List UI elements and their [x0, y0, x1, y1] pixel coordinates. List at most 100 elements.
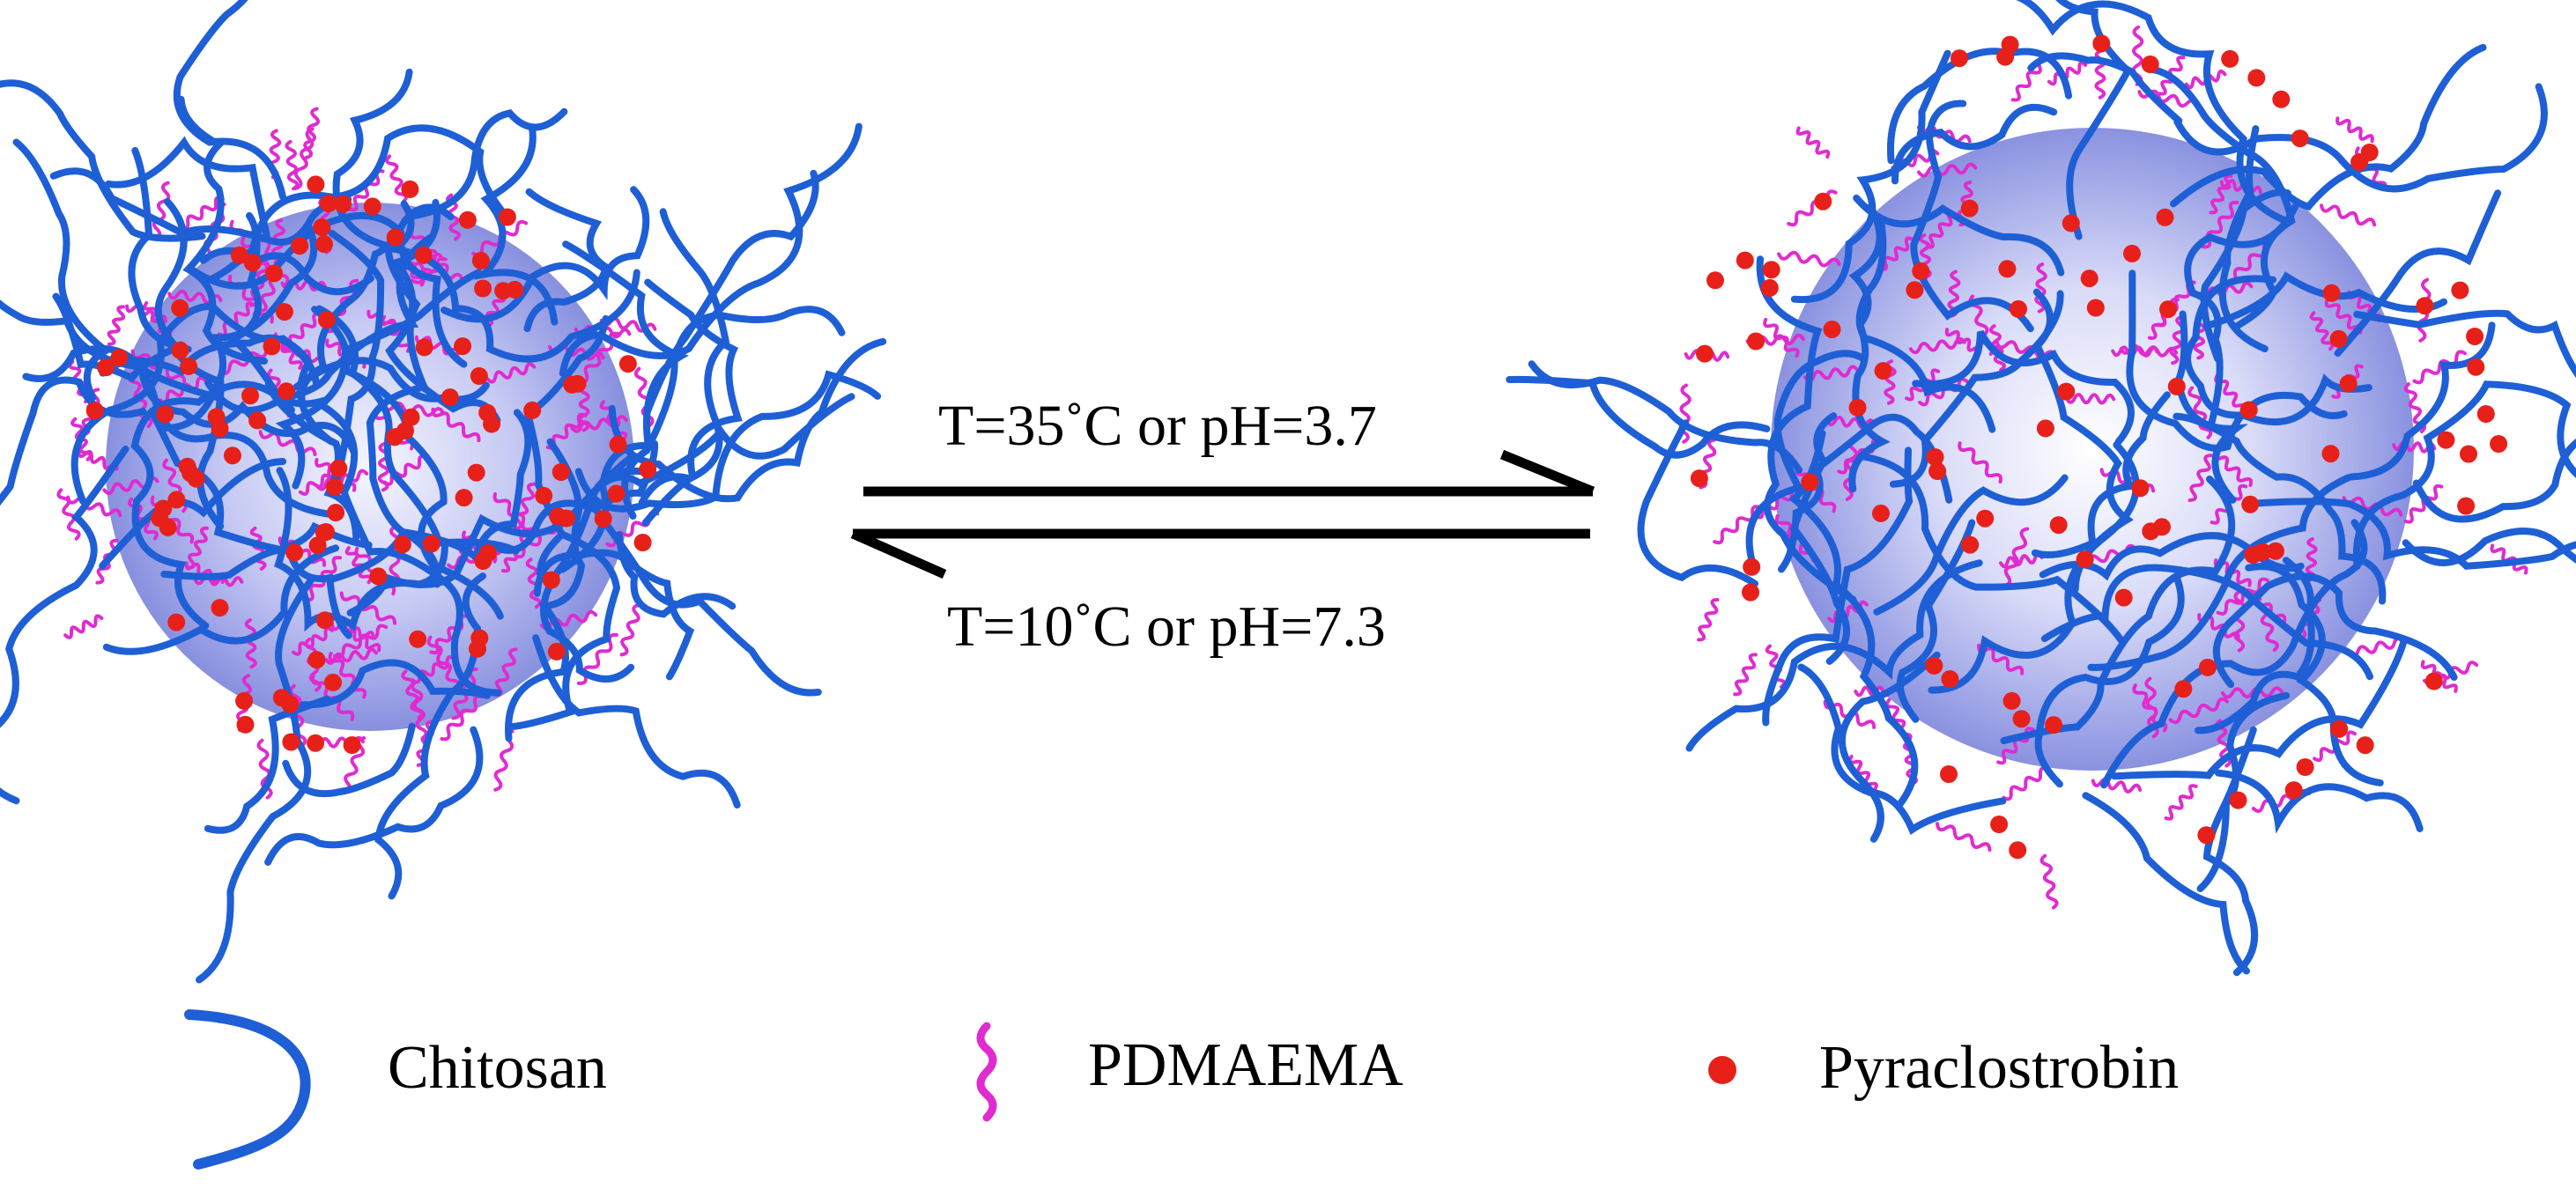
pyraclostrobin-dot [2174, 680, 2193, 698]
chitosan-chain [1912, 329, 2135, 446]
chitosan-chain [2352, 380, 2576, 570]
pyraclostrobin-dot [2123, 244, 2141, 262]
pyraclostrobin-dot [1762, 261, 1780, 279]
chitosan-chain [2215, 769, 2424, 834]
chitosan-chain [311, 306, 504, 620]
pdmaema-chain [2212, 450, 2254, 487]
pdmaema-chain [293, 127, 315, 190]
contracted-pyraclostrobin-dots [85, 175, 657, 754]
chitosan-chain [0, 79, 206, 242]
pdmaema-chain [315, 469, 369, 491]
pyraclostrobin-dot [224, 447, 241, 465]
pdmaema-chain [385, 154, 408, 203]
pyraclostrobin-dot [285, 543, 304, 562]
pyraclostrobin-dot [1823, 321, 1841, 338]
pyraclostrobin-dot [2476, 405, 2495, 423]
chitosan-chain [173, 0, 286, 201]
chitosan-chain [1745, 350, 1867, 568]
pdmaema-chain [2168, 697, 2229, 725]
forward-arrow-barb [1499, 449, 1595, 497]
pyraclostrobin-dot [2153, 518, 2171, 536]
swollen-nanoparticle [1506, 0, 2576, 977]
pyraclostrobin-dot [2198, 658, 2217, 676]
pyraclostrobin-dot [230, 246, 248, 264]
pyraclostrobin-dot [281, 695, 300, 713]
pdmaema-chain [2335, 116, 2374, 144]
pyraclostrobin-dot [343, 736, 361, 754]
pyraclostrobin-dot [551, 463, 570, 481]
pyraclostrobin-dot [558, 509, 575, 528]
pdmaema-chain [328, 652, 367, 699]
pyraclostrobin-dot [523, 401, 542, 419]
pdmaema-chain [288, 683, 307, 749]
pyraclostrobin-dot [97, 358, 115, 377]
pyraclostrobin-dot [2036, 419, 2054, 438]
pdmaema-chain [1925, 210, 1957, 249]
pyraclostrobin-dot [307, 651, 326, 669]
chitosan-chain [2000, 476, 2236, 744]
chitosan-chain [148, 407, 352, 639]
chitosan-chain [1506, 375, 1771, 459]
pdmaema-chain [258, 430, 317, 456]
chitosan-chain [315, 305, 520, 555]
pyraclostrobin-dot [243, 254, 262, 272]
pyraclostrobin-dot [2239, 401, 2258, 419]
chitosan-chain [1762, 447, 1913, 727]
pyraclostrobin-dot [1814, 192, 1832, 210]
pdmaema-chain [2403, 484, 2444, 524]
chitosan-chain [588, 501, 822, 697]
chitosan-chain [130, 380, 295, 630]
pyraclostrobin-dot [315, 235, 333, 254]
pdmaema-chain [344, 546, 373, 585]
legend: Chitosan PDMAEMA Pyraclostrobin [184, 1009, 2179, 1170]
pyraclostrobin-dot [402, 408, 420, 426]
reverse-condition-label: T=10˚C or pH=7.3 [947, 594, 1386, 659]
pdmaema-chain [2002, 766, 2050, 801]
pyraclostrobin-legend-label: Pyraclostrobin [1819, 1034, 2179, 1102]
pdmaema-chain [2320, 203, 2377, 227]
pyraclostrobin-dot [2076, 550, 2094, 569]
pyraclostrobin-dot [324, 673, 342, 691]
pdmaema-chain [2233, 589, 2246, 653]
pyraclostrobin-dot [607, 484, 625, 503]
chitosan-chain [1928, 441, 2140, 694]
pyraclostrobin-dot [1690, 469, 1708, 488]
pdmaema-chain [1958, 441, 2002, 484]
chitosan-chain [12, 138, 112, 402]
pdmaema-chain [2305, 537, 2318, 582]
pdmaema-chain [2187, 454, 2213, 502]
chitosan-chain [1790, 49, 1951, 304]
chitosan-legend-label: Chitosan [388, 1034, 607, 1102]
pyraclostrobin-dot [363, 197, 381, 216]
pyraclostrobin-dot [535, 486, 553, 505]
pyraclostrobin-dot [2001, 35, 2019, 54]
pyraclostrobin-dot [2490, 435, 2508, 453]
pyraclostrobin-dot [248, 411, 267, 430]
pyraclostrobin-dot [409, 630, 427, 648]
chitosan-chain [2184, 203, 2299, 427]
pyraclostrobin-dot [265, 264, 284, 283]
pyraclostrobin-dot [241, 387, 259, 405]
pyraclostrobin-dot [2339, 374, 2358, 393]
chitosan-chain [2100, 519, 2368, 789]
pyraclostrobin-dot [1976, 509, 1995, 528]
pdmaema-chain [485, 362, 537, 384]
pdmaema-chain [2209, 173, 2233, 215]
pyraclostrobin-dot [1928, 462, 1947, 480]
pyraclostrobin-dot [1872, 504, 1890, 522]
reverse-arrow-barb [850, 528, 947, 580]
pyraclostrobin-dot [639, 461, 657, 479]
chitosan-chain [1857, 453, 2125, 644]
chitosan-chain [615, 531, 737, 618]
pdmaema-chain [431, 407, 481, 443]
pyraclostrobin-dot [386, 428, 404, 447]
chitosan-chain [2082, 792, 2250, 975]
pyraclostrobin-dot [1925, 656, 1943, 675]
pdmaema-chain [1944, 328, 1982, 355]
chitosan-chain [49, 167, 313, 246]
chitosan-chain [2412, 439, 2576, 523]
pyraclostrobin-dot [386, 228, 404, 247]
pdmaema-chain [401, 669, 424, 720]
pyraclostrobin-dot [2080, 269, 2099, 288]
